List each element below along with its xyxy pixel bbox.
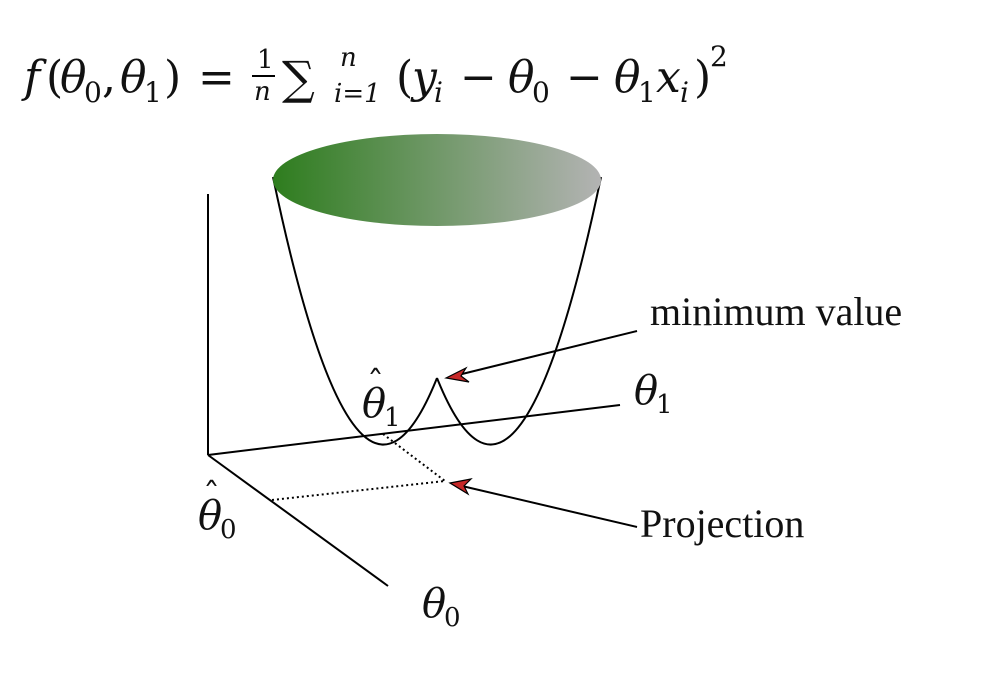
formula-theta1-b-subscript: 1 — [638, 76, 656, 109]
theta0-hat-subscript: 0 — [220, 515, 237, 545]
formula-close-paren-2: ) — [694, 52, 711, 103]
formula-y: y — [410, 52, 438, 103]
formula-theta0-subscript: 0 — [84, 76, 102, 109]
minimum-arrow-line — [457, 330, 638, 376]
formula-fraction-numerator: 1 — [257, 45, 274, 75]
formula-comma: , — [102, 52, 116, 103]
projection-line-theta1 — [271, 480, 446, 501]
theta1-axis-subscript: 1 — [656, 390, 673, 420]
formula-sum-symbol: ∑ — [282, 51, 315, 105]
theta0-axis-symbol: θ — [422, 581, 446, 627]
projection-lines — [271, 433, 446, 501]
axes — [207, 194, 621, 587]
minimum-arrowhead-icon — [444, 366, 470, 383]
theta1-hat-label: ˆ θ 1 — [362, 364, 401, 433]
formula-x: x — [656, 52, 681, 103]
theta0-axis-subscript: 0 — [444, 603, 461, 633]
paraboloid-right-edge — [436, 176, 602, 446]
theta1-axis-line — [207, 404, 621, 456]
formula-theta0-b-subscript: 0 — [532, 76, 550, 109]
minimum-value-label: minimum value — [650, 289, 902, 334]
projection-label: Projection — [640, 501, 804, 546]
paraboloid-surface — [272, 134, 602, 446]
theta1-hat-accent: ˆ — [367, 364, 384, 404]
theta0-axis-line — [207, 454, 389, 587]
theta0-hat-label: ˆ θ 0 — [198, 476, 237, 545]
theta0-hat-accent: ˆ — [203, 476, 220, 516]
theta0-hat-symbol: θ — [198, 493, 222, 539]
formula-theta1: θ — [120, 52, 147, 103]
formula-x-subscript: i — [680, 76, 689, 109]
formula-f: f — [21, 52, 47, 103]
formula-minus-1: − — [460, 52, 497, 103]
formula-theta0-b: θ — [508, 52, 535, 103]
formula-fraction-denominator: n — [254, 77, 271, 107]
theta1-axis-symbol: θ — [634, 368, 658, 414]
projection-line-theta0 — [382, 433, 446, 482]
formula-theta1-b: θ — [614, 52, 641, 103]
cost-function-formula: f ( θ 0 , θ 1 ) = 1 n ∑ n i=1 ( y i − θ … — [21, 40, 728, 109]
formula-square: 2 — [710, 40, 728, 73]
formula-equals: = — [198, 52, 235, 103]
theta1-hat-subscript: 1 — [384, 403, 401, 433]
formula-open-paren: ( — [46, 52, 63, 103]
paraboloid-left-edge — [272, 176, 438, 446]
formula-y-subscript: i — [434, 76, 443, 109]
projection-arrowhead-icon — [448, 478, 473, 496]
formula-sum-lower: i=1 — [334, 79, 381, 109]
formula-theta1-subscript: 1 — [144, 76, 162, 109]
theta0-axis-label: θ 0 — [422, 581, 461, 633]
formula-close-paren: ) — [164, 52, 181, 103]
formula-open-paren-2: ( — [396, 52, 413, 103]
projection-arrow-line — [461, 485, 638, 528]
theta1-hat-symbol: θ — [362, 381, 386, 427]
projection-arrow — [448, 478, 638, 528]
formula-sum-upper: n — [340, 43, 357, 73]
minimum-arrow — [444, 330, 638, 383]
theta1-axis-label: θ 1 — [634, 368, 673, 420]
formula-theta0: θ — [60, 52, 87, 103]
paraboloid-top-ellipse — [273, 134, 601, 226]
formula-minus-2: − — [566, 52, 603, 103]
